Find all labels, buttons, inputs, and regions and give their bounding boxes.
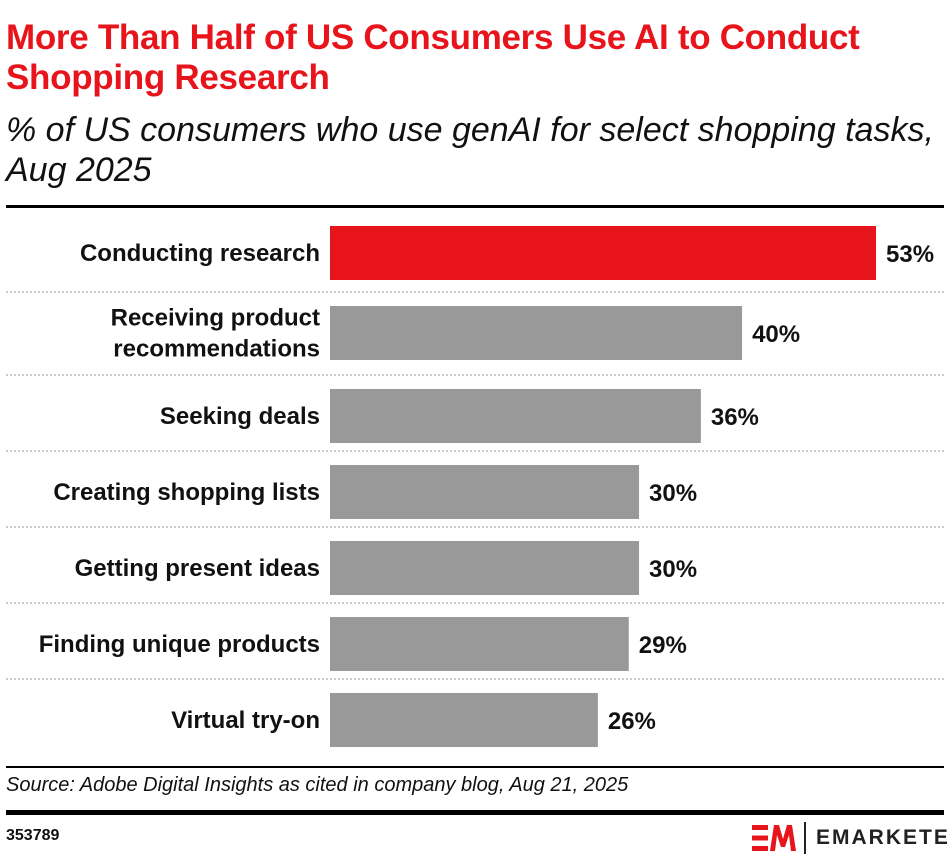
category-label: Getting present ideas <box>75 555 320 582</box>
category-label: Receiving product <box>111 305 320 332</box>
bar <box>330 465 640 519</box>
value-label: 30% <box>649 480 697 507</box>
bar <box>330 541 640 595</box>
bar <box>330 617 629 671</box>
bar <box>330 226 876 280</box>
category-label: Seeking deals <box>160 403 320 430</box>
emarketer-logo: EMARKETER <box>752 822 948 854</box>
category-label: Creating shopping lists <box>53 479 320 506</box>
top-rule <box>6 205 944 208</box>
source-note: Source: Adobe Digital Insights as cited … <box>6 774 629 796</box>
category-label: Finding unique products <box>39 631 320 658</box>
chart-subtitle: % of US consumers who use genAI for sele… <box>6 111 934 189</box>
logo-divider <box>804 822 806 854</box>
chart-id: 353789 <box>6 827 60 844</box>
bottom-rule <box>6 810 944 815</box>
category-label: Conducting research <box>80 240 320 267</box>
brand-name: EMARKETER <box>816 826 948 849</box>
bar <box>330 389 701 443</box>
chart-title: More Than Half of US Consumers Use AI to… <box>6 18 860 97</box>
category-label: recommendations <box>113 336 320 363</box>
category-label: Virtual try-on <box>171 707 320 734</box>
value-label: 36% <box>711 404 759 431</box>
value-label: 26% <box>608 708 656 735</box>
value-label: 53% <box>886 241 934 268</box>
value-label: 29% <box>639 632 687 659</box>
source-rule <box>6 766 944 768</box>
em-logo-icon <box>752 825 796 851</box>
value-label: 40% <box>752 321 800 348</box>
bar-chart: Conducting research 53% Receiving product r… <box>6 226 944 747</box>
value-label: 30% <box>649 556 697 583</box>
bar <box>330 306 743 360</box>
bar <box>330 693 598 747</box>
